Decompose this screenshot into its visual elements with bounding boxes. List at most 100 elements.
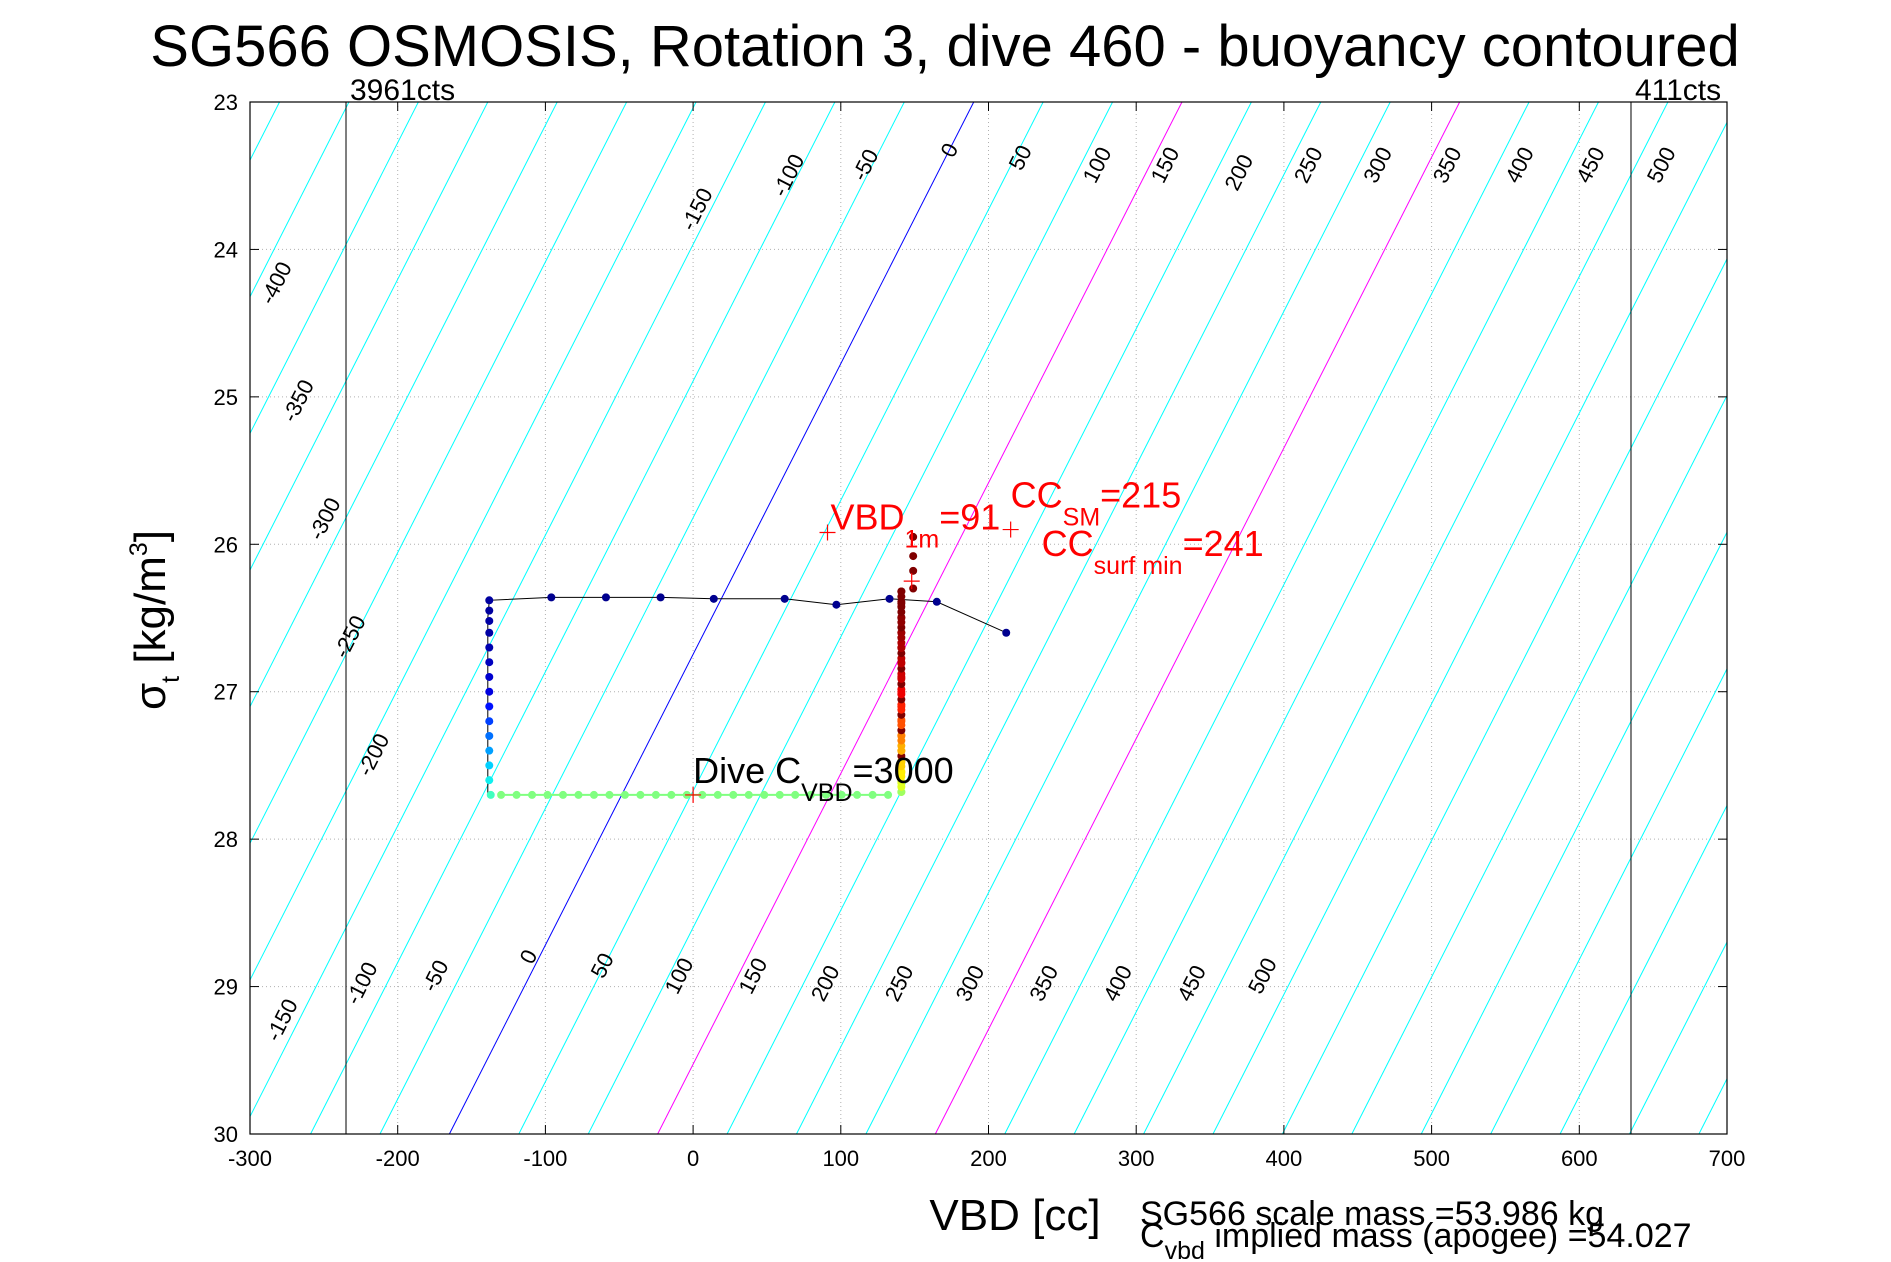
buoyancy-contour-line — [726, 102, 1252, 1134]
x-tick-label: -100 — [523, 1146, 567, 1171]
buoyancy-contour-line — [250, 102, 350, 298]
bottom-point — [620, 790, 629, 799]
buoyancy-contour-line — [934, 102, 1461, 1134]
buoyancy-contour-line — [1073, 102, 1599, 1134]
descent-point — [709, 594, 718, 603]
buoyancy-contour-line — [0, 102, 2, 1134]
x-tick-label: -200 — [376, 1146, 420, 1171]
buoyancy-contours — [0, 102, 1891, 1134]
bottom-point — [698, 790, 707, 799]
x-tick-label: 200 — [970, 1146, 1007, 1171]
bottom-point — [636, 790, 645, 799]
annotation-sub: 1m — [904, 526, 939, 554]
annotation-value: =215 — [1100, 474, 1181, 515]
bottom-point — [512, 790, 521, 799]
y-axis-ticks: 23 24 25 26 27 28 29 30 — [214, 90, 1727, 1147]
buoyancy-contour-line — [796, 102, 1322, 1134]
ascent-point — [909, 532, 918, 541]
bottom-point — [775, 790, 784, 799]
bottom-point — [497, 790, 506, 799]
bottom-point — [559, 790, 568, 799]
descent-point — [485, 761, 494, 770]
descent-point — [547, 593, 556, 602]
red-markers — [685, 521, 1019, 803]
descent-point — [932, 597, 941, 606]
descent-point — [601, 593, 610, 602]
descent-point — [485, 731, 494, 740]
buoyancy-contour-line — [0, 102, 210, 1134]
buoyancy-contour-line — [379, 102, 905, 1134]
bottom-point — [791, 790, 800, 799]
y-tick-label: 28 — [214, 827, 238, 852]
buoyancy-contour-line — [518, 102, 1044, 1134]
descent-point — [485, 776, 494, 785]
ascent-point — [909, 552, 918, 561]
buoyancy-contour-line — [1281, 257, 1727, 1134]
descent-point — [485, 606, 494, 615]
annotation-main: VBD — [830, 497, 904, 538]
y-tick-label: 27 — [214, 680, 238, 705]
buoyancy-contour-line — [1004, 102, 1530, 1134]
descent-point — [832, 600, 841, 609]
bottom-point — [853, 790, 862, 799]
x-tick-label: 600 — [1561, 1146, 1598, 1171]
implied-mass-text: Cvbd implied mass (apogee) =54.027 — [1140, 1217, 1692, 1262]
annotation-dive_cvbd: Dive CVBD=3000 — [693, 750, 954, 807]
bottom-point — [589, 790, 598, 799]
annotation-value: =241 — [1183, 523, 1264, 564]
x-tick-label: 0 — [687, 1146, 699, 1171]
y-tick-label: 25 — [214, 385, 238, 410]
y-tick-label: 24 — [214, 237, 238, 262]
descent-point — [656, 593, 665, 602]
buoyancy-contour-line — [0, 102, 141, 1134]
y-tick-label: 29 — [214, 975, 238, 1000]
descent-point — [486, 790, 495, 799]
buoyancy-contour-line — [1143, 102, 1669, 1134]
buoyancy-contour-line — [448, 102, 975, 1134]
bottom-point — [667, 790, 676, 799]
bottom-point — [729, 790, 738, 799]
scale-mass-text: SG566 scale mass =53.986 kg — [1140, 1195, 1604, 1233]
annotation-ccsurf: CCsurf min=241 — [1042, 523, 1264, 580]
x-tick-label: 100 — [822, 1146, 859, 1171]
buoyancy-contour-line — [1490, 667, 1727, 1134]
bottom-point — [528, 790, 537, 799]
bottom-point — [744, 790, 753, 799]
bottom-point — [868, 790, 877, 799]
buoyancy-contour-line — [250, 102, 558, 708]
buoyancy-contour-line — [1698, 1077, 1727, 1134]
bottom-point — [574, 790, 583, 799]
annotation-sub: surf min — [1094, 552, 1183, 580]
buoyancy-contour-line — [1420, 531, 1727, 1134]
annotation-sub: VBD — [801, 779, 852, 807]
y-tick-label: 30 — [214, 1122, 238, 1147]
descent-point — [485, 596, 494, 605]
descent-point — [485, 616, 494, 625]
descent-point — [485, 658, 494, 667]
x-tick-label: -300 — [228, 1146, 272, 1171]
descent-point — [485, 643, 494, 652]
x-tick-label: 700 — [1709, 1146, 1746, 1171]
bottom-point — [806, 790, 815, 799]
buoyancy-contour-line — [250, 102, 489, 572]
buoyancy-contour-line — [0, 102, 71, 1134]
buoyancy-contour-line — [1768, 102, 1891, 1134]
chart-title: SG566 OSMOSIS, Rotation 3, dive 460 - bu… — [150, 14, 1739, 79]
buoyancy-contour-line — [1212, 121, 1727, 1134]
annotation-main: CC — [1042, 523, 1094, 564]
annotation-sub: SM — [1063, 503, 1101, 531]
descent-point — [485, 746, 494, 755]
x-axis-label: VBD [cc] — [929, 1191, 1100, 1240]
buoyancy-contour-line — [310, 102, 836, 1134]
annotation-value: =91 — [939, 497, 1000, 538]
x-axis-ticks: -300 -200 -100 0 100 200 300 400 500 600 700 — [228, 102, 1745, 1171]
buoyancy-contour-line — [865, 102, 1391, 1134]
grid-lines — [250, 102, 1727, 1134]
buoyancy-contour-line — [1351, 394, 1727, 1134]
descent-point — [1002, 628, 1011, 637]
y-tick-label: 26 — [214, 532, 238, 557]
annotation-value: =3000 — [853, 750, 954, 791]
ascent-point — [909, 566, 918, 575]
svg-text:σt [kg/m3]: σt [kg/m3] — [125, 530, 185, 710]
